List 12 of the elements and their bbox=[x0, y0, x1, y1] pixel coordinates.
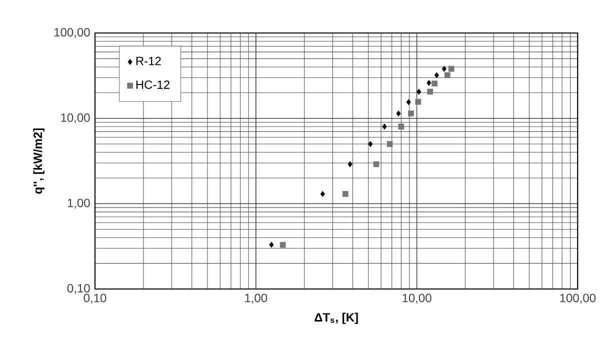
x-tick-label: 100,00 bbox=[560, 294, 596, 304]
x-tick-label: 0,10 bbox=[84, 294, 106, 304]
y-axis-title: q'', [kW/m2] bbox=[33, 128, 44, 194]
y-tick-label: 0,10 bbox=[67, 284, 90, 294]
legend-label: HC-12 bbox=[136, 80, 170, 89]
y-tick-label: 1,00 bbox=[68, 198, 90, 209]
x-tick-label: 1,00 bbox=[245, 294, 268, 304]
x-tick-label: 10,00 bbox=[402, 294, 432, 304]
y-tick-label: 100,00 bbox=[54, 28, 90, 38]
y-tick-label: 10,00 bbox=[61, 113, 90, 124]
legend-label: R-12 bbox=[136, 56, 161, 66]
x-axis-title: ΔT$_{s}$, [K] bbox=[314, 312, 358, 324]
